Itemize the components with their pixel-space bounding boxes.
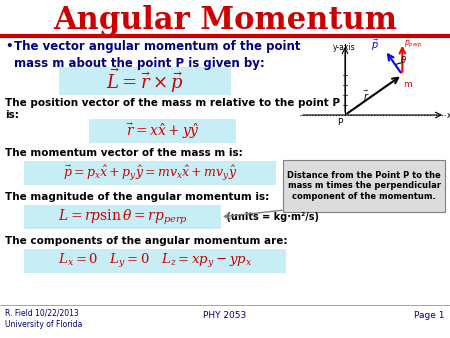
Text: (units = kg·m²/s): (units = kg·m²/s)	[223, 212, 319, 222]
Text: Angular Momentum: Angular Momentum	[53, 4, 397, 35]
Text: PHY 2053: PHY 2053	[203, 311, 247, 320]
Text: $\vec{p} = p_x\hat{x} + p_y\hat{y} = mv_x\hat{x} + mv_y\hat{y}$: $\vec{p} = p_x\hat{x} + p_y\hat{y} = mv_…	[63, 163, 237, 183]
Text: The vector angular momentum of the point
mass m about the point P is given by:: The vector angular momentum of the point…	[14, 40, 301, 70]
Text: Page 1: Page 1	[414, 311, 445, 320]
Text: y-axis: y-axis	[333, 43, 356, 52]
Text: $\theta$: $\theta$	[400, 54, 407, 66]
Text: •: •	[5, 40, 13, 53]
Text: $\vec{p}$: $\vec{p}$	[371, 38, 379, 53]
Text: m: m	[403, 80, 412, 89]
FancyBboxPatch shape	[24, 249, 286, 273]
FancyBboxPatch shape	[24, 205, 221, 229]
Text: x-axis: x-axis	[447, 111, 450, 120]
Text: $p_{perp}$: $p_{perp}$	[405, 39, 423, 50]
Text: P: P	[337, 118, 342, 127]
FancyBboxPatch shape	[89, 119, 236, 143]
Text: The momentum vector of the mass m is:: The momentum vector of the mass m is:	[5, 148, 243, 158]
Text: $L_x = 0 \quad L_y = 0 \quad L_z = xp_y - yp_x$: $L_x = 0 \quad L_y = 0 \quad L_z = xp_y …	[58, 252, 252, 270]
Text: The components of the angular momentum are:: The components of the angular momentum a…	[5, 236, 288, 246]
FancyBboxPatch shape	[59, 67, 231, 95]
Text: The magnitude of the angular momentum is:: The magnitude of the angular momentum is…	[5, 192, 269, 202]
Text: R. Field 10/22/2013
University of Florida: R. Field 10/22/2013 University of Florid…	[5, 308, 82, 329]
Text: $\vec{L} = \vec{r} \times \vec{p}$: $\vec{L} = \vec{r} \times \vec{p}$	[106, 67, 184, 95]
Text: $L = rp\sin\theta = rp_{perp}$: $L = rp\sin\theta = rp_{perp}$	[58, 207, 188, 227]
FancyBboxPatch shape	[24, 161, 276, 185]
Text: $\vec{r}$: $\vec{r}$	[363, 89, 369, 103]
Text: The position vector of the mass m relative to the point P
is:: The position vector of the mass m relati…	[5, 98, 340, 120]
Text: $\vec{r} = x\hat{x} + y\hat{y}$: $\vec{r} = x\hat{x} + y\hat{y}$	[126, 121, 199, 141]
FancyBboxPatch shape	[283, 160, 445, 212]
Text: Distance from the Point P to the
mass m times the perpendicular
component of the: Distance from the Point P to the mass m …	[287, 171, 441, 201]
